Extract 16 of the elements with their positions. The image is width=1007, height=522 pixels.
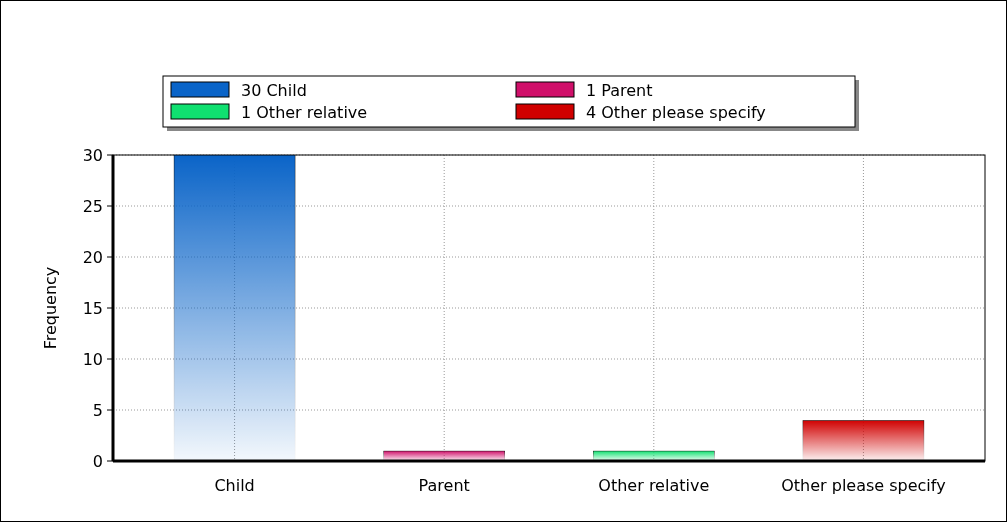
y-tick-label: 30 — [82, 145, 103, 165]
x-tick-label: Parent — [418, 476, 470, 495]
y-axis-title: Frequency — [41, 266, 60, 350]
legend-label: 1 Other relative — [241, 102, 368, 122]
y-tick-label: 20 — [82, 247, 103, 267]
x-tick-label: Child — [214, 476, 255, 495]
y-tick-label: 25 — [82, 196, 103, 216]
y-tick-label: 10 — [82, 349, 103, 369]
y-tick-label: 0 — [92, 451, 103, 471]
y-tick-label: 15 — [82, 298, 103, 318]
y-tick-label: 5 — [92, 400, 103, 420]
x-tick-label: Other please specify — [781, 476, 946, 495]
x-tick-label: Other relative — [598, 476, 710, 495]
legend-label: 1 Parent — [586, 80, 653, 100]
legend-label: 4 Other please specify — [586, 102, 766, 122]
legend-label: 30 Child — [241, 80, 307, 100]
